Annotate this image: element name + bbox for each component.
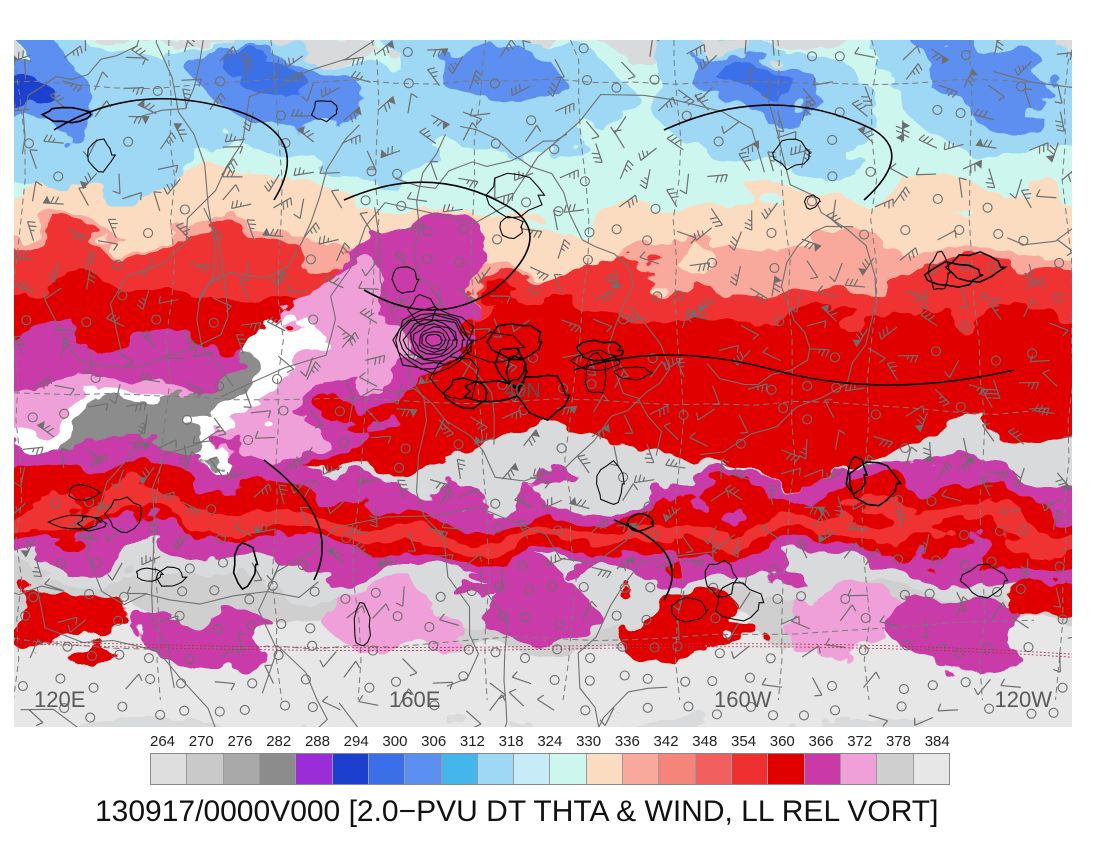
colorbar-swatch-5 <box>333 754 369 784</box>
chart-caption: 130917/0000V000 [2.0−PVU DT THTA & WIND,… <box>95 795 938 829</box>
colorbar-tick-360: 360 <box>770 733 795 753</box>
colorbar-swatch-15 <box>696 754 732 784</box>
colorbar-swatch-16 <box>732 754 768 784</box>
colorbar-tick-330: 330 <box>576 733 601 753</box>
colorbar-swatch-3 <box>260 754 296 784</box>
colorbar-swatch-1 <box>187 754 223 784</box>
colorbar-swatch-2 <box>224 754 260 784</box>
colorbar-swatch-4 <box>296 754 332 784</box>
colorbar-section: 264 270 276 282 288 294 300 306 312 318 324 330 336 3… <box>0 733 1100 850</box>
colorbar-tick-342: 342 <box>654 733 679 753</box>
colorbar-tick-384: 384 <box>925 733 950 753</box>
colorbar-swatch-0 <box>151 754 187 784</box>
colorbar-ticks: 264 270 276 282 288 294 300 306 312 318 324 330 336 3… <box>150 733 950 753</box>
colorbar-swatch-13 <box>623 754 659 784</box>
colorbar-tick-300: 300 <box>382 733 407 753</box>
colorbar-tick-264: 264 <box>150 733 175 753</box>
colorbar-swatch-14 <box>659 754 695 784</box>
colorbar-swatch-20 <box>877 754 913 784</box>
colorbar-swatch-6 <box>369 754 405 784</box>
map-svg <box>14 40 1072 727</box>
colorbar-swatch-8 <box>442 754 478 784</box>
root-container: 120E 160E 160W 120W 40N 264 270 276 282 288 2… <box>0 0 1100 850</box>
meteorological-map: 120E 160E 160W 120W 40N <box>14 40 1072 727</box>
colorbar-tick-324: 324 <box>537 733 562 753</box>
colorbar-tick-270: 270 <box>189 733 214 753</box>
colorbar-swatch-19 <box>841 754 877 784</box>
colorbar-tick-288: 288 <box>305 733 330 753</box>
colorbar-tick-306: 306 <box>421 733 446 753</box>
colorbar-swatch-18 <box>805 754 841 784</box>
colorbar-swatch-21 <box>914 754 949 784</box>
colorbar-swatch-17 <box>768 754 804 784</box>
colorbar-tick-378: 378 <box>886 733 911 753</box>
colorbar-tick-318: 318 <box>499 733 524 753</box>
colorbar-tick-366: 366 <box>808 733 833 753</box>
colorbar-tick-336: 336 <box>615 733 640 753</box>
colorbar-tick-348: 348 <box>692 733 717 753</box>
colorbar-tick-354: 354 <box>731 733 756 753</box>
colorbar-tick-372: 372 <box>847 733 872 753</box>
colorbar-swatch-11 <box>550 754 586 784</box>
colorbar <box>150 753 950 785</box>
colorbar-swatch-12 <box>587 754 623 784</box>
colorbar-tick-276: 276 <box>227 733 252 753</box>
colorbar-swatch-10 <box>514 754 550 784</box>
colorbar-tick-312: 312 <box>460 733 485 753</box>
colorbar-swatch-9 <box>478 754 514 784</box>
colorbar-swatch-7 <box>405 754 441 784</box>
colorbar-tick-282: 282 <box>266 733 291 753</box>
colorbar-tick-294: 294 <box>344 733 369 753</box>
